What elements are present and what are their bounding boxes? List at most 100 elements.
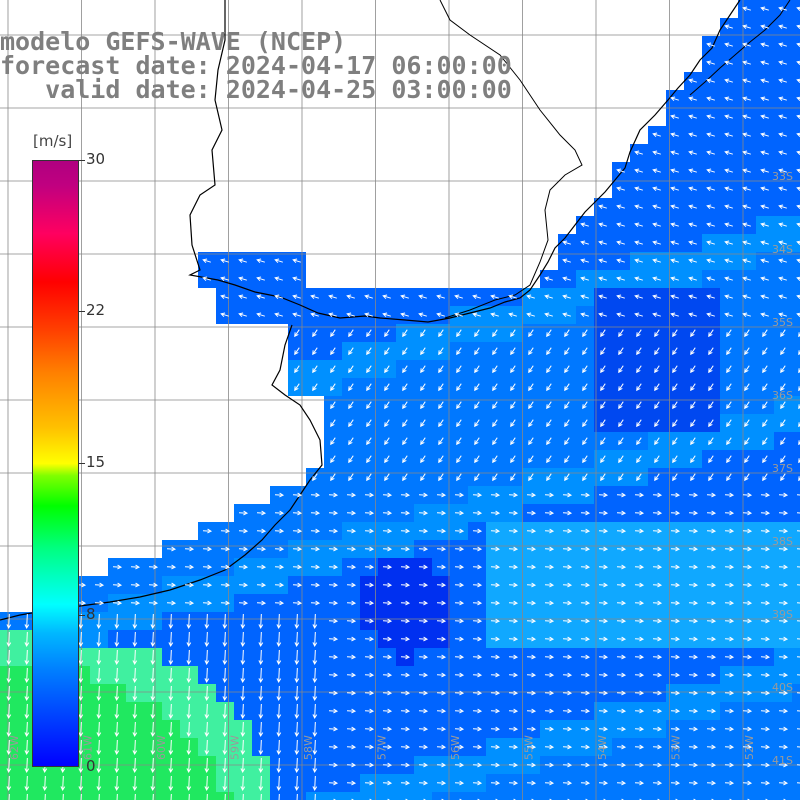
wind-arrow — [582, 455, 588, 464]
wind-arrow — [130, 582, 141, 588]
wind-arrow — [96, 757, 102, 774]
wind-arrow — [490, 294, 499, 300]
wind-arrow — [168, 649, 174, 666]
wind-arrow — [706, 132, 715, 138]
wind-speed-cell — [792, 594, 800, 612]
wind-arrow — [598, 276, 607, 282]
wind-arrow — [364, 726, 375, 732]
wind-arrow — [724, 510, 735, 516]
wind-arrow — [670, 240, 679, 246]
wind-arrow — [384, 329, 390, 338]
wind-arrow — [454, 636, 465, 642]
wind-arrow — [544, 546, 555, 552]
wind-arrow — [366, 329, 372, 338]
wind-arrow — [6, 757, 12, 774]
wind-speed-cell — [792, 180, 800, 198]
wind-arrow — [508, 312, 517, 318]
wind-arrow — [114, 703, 120, 720]
wind-arrow — [652, 672, 663, 678]
wind-arrow — [598, 258, 607, 264]
wind-arrow — [600, 401, 606, 410]
wind-arrow — [366, 419, 372, 428]
wind-arrow — [600, 473, 606, 482]
wind-arrow — [600, 383, 606, 392]
wind-speed-cell — [486, 792, 504, 800]
wind-arrow — [636, 437, 642, 446]
wind-arrow — [436, 492, 447, 498]
wind-arrow — [114, 631, 120, 648]
wind-arrow — [294, 613, 300, 630]
wind-arrow — [688, 276, 697, 282]
wind-arrow — [310, 294, 319, 300]
wind-arrow — [526, 762, 537, 768]
wind-arrow — [78, 739, 84, 756]
wind-arrow — [420, 437, 426, 446]
wind-arrow — [688, 780, 699, 786]
wind-arrow — [562, 762, 573, 768]
wind-arrow — [168, 631, 174, 648]
wind-arrow — [546, 365, 552, 374]
wind-arrow — [6, 667, 12, 684]
wind-arrow — [634, 528, 645, 534]
wind-arrow — [778, 240, 787, 246]
wind-arrow — [438, 473, 444, 482]
wind-arrow — [778, 42, 787, 48]
wind-arrow — [256, 528, 267, 534]
wind-arrow — [132, 757, 138, 774]
wind-arrow — [6, 775, 12, 792]
longitude-labels: 62W61W60W59W58W57W56W55W54W53W52W51W — [8, 735, 756, 760]
wind-arrow — [328, 312, 337, 318]
wind-arrow — [168, 613, 174, 630]
wind-arrow — [616, 186, 625, 192]
wind-arrow — [778, 762, 789, 768]
wind-arrow — [238, 258, 247, 264]
wind-arrow — [760, 312, 769, 318]
wind-arrow — [274, 312, 283, 318]
wind-arrow — [436, 564, 447, 570]
wind-arrow — [454, 780, 465, 786]
wind-arrow — [454, 528, 465, 534]
wind-arrow — [760, 96, 769, 102]
wind-arrow — [508, 654, 519, 660]
wind-arrow — [400, 546, 411, 552]
wind-arrow — [796, 566, 800, 568]
colorbar-tick-mark — [79, 463, 85, 464]
wind-arrow — [490, 492, 501, 498]
wind-arrow — [778, 690, 789, 696]
wind-arrow — [526, 582, 537, 588]
wind-arrow — [258, 667, 264, 684]
wind-arrow — [688, 240, 697, 246]
wind-arrow — [80, 793, 82, 800]
wind-arrow — [400, 672, 411, 678]
wind-arrow — [652, 240, 661, 246]
wind-arrow — [798, 368, 800, 374]
wind-arrow — [562, 312, 571, 318]
wind-arrow — [346, 528, 357, 534]
wind-arrow — [94, 582, 105, 588]
wind-arrow — [510, 437, 516, 446]
wind-speed-cell — [612, 792, 630, 800]
wind-arrow — [598, 780, 609, 786]
forecast-date: forecast date: 2024-04-17 06:00:00 — [0, 51, 512, 80]
wind-arrow — [222, 703, 228, 720]
wind-arrow — [742, 492, 753, 498]
wind-arrow — [364, 762, 375, 768]
wind-arrow — [312, 685, 318, 702]
wind-arrow — [24, 667, 30, 684]
wind-arrow — [726, 383, 732, 392]
wind-arrow — [706, 726, 717, 732]
wind-arrow — [724, 96, 733, 102]
wind-arrow — [242, 793, 244, 800]
wind-arrow — [114, 721, 120, 738]
wind-arrow — [670, 186, 679, 192]
wind-arrow — [472, 780, 483, 786]
wind-arrow — [382, 726, 393, 732]
wind-arrow — [418, 564, 429, 570]
wind-arrow — [724, 528, 735, 534]
wind-arrow — [456, 455, 462, 464]
wind-arrow — [546, 455, 552, 464]
wind-arrow — [472, 564, 483, 570]
wind-arrow — [366, 347, 372, 356]
wind-arrow — [420, 347, 426, 356]
wind-arrow — [472, 312, 481, 318]
